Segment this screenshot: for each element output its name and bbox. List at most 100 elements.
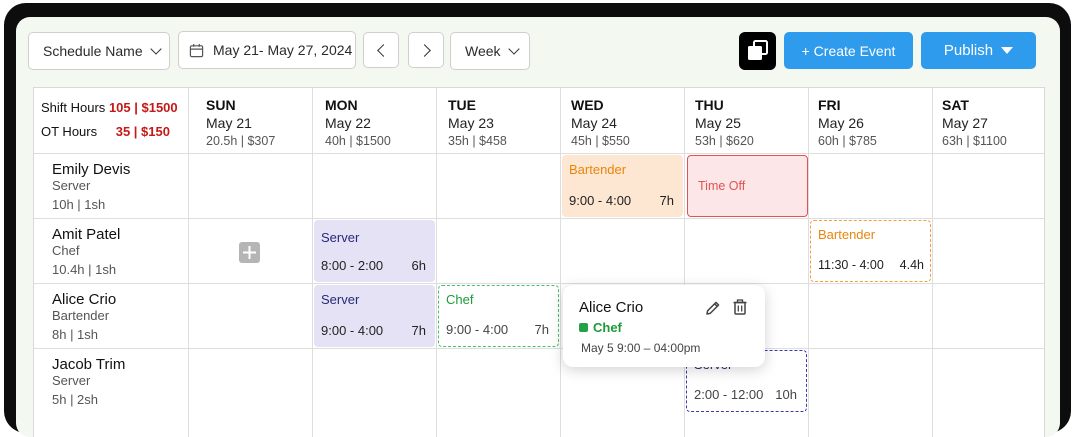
day-date: May 23 [448, 115, 494, 131]
day-header-sat: SAT May 27 63h | $1100 [942, 96, 1007, 150]
day-stats: 60h | $785 [818, 134, 877, 148]
employee-row-amit-patel[interactable]: Amit Patel Chef 10.4h | 1sh [52, 227, 120, 278]
time-off-label: Time Off [698, 179, 746, 193]
day-stats: 45h | $550 [571, 134, 630, 148]
schedule-grid: Shift Hours 105 | $1500 OT Hours 35 | $1… [33, 87, 1045, 437]
day-date: May 27 [942, 115, 988, 131]
chevron-right-icon [417, 43, 431, 57]
view-label: Week [465, 43, 501, 59]
chevron-left-icon [376, 43, 390, 57]
calendar-icon [189, 43, 204, 57]
shift-card-alice-mon[interactable]: Server 9:00 - 4:00 7h [314, 285, 435, 347]
employee-name: Emily Devis [52, 161, 131, 178]
next-week-button[interactable] [408, 32, 444, 68]
shift-time: 8:00 - 2:00 [321, 258, 384, 273]
day-date: May 25 [695, 115, 741, 131]
shift-time: 2:00 - 12:00 [694, 387, 764, 402]
shift-card-emily-wed[interactable]: Bartender 9:00 - 4:00 7h [562, 155, 683, 217]
role-color-dot [579, 323, 588, 332]
employee-hours: 8h | 1sh [52, 327, 99, 342]
day-date: May 24 [571, 115, 617, 131]
add-shift-button[interactable] [239, 242, 260, 263]
shift-card-amit-mon[interactable]: Server 8:00 - 2:00 6h [314, 220, 435, 282]
schedule-name-dropdown[interactable]: Schedule Name [28, 32, 170, 70]
day-stats: 53h | $620 [695, 134, 754, 148]
date-range-label: May 21- May 27, 2024 [213, 42, 353, 58]
shift-duration: 10h [775, 387, 797, 402]
shift-duration: 6h [411, 258, 426, 273]
popover-employee-name: Alice Crio [579, 299, 644, 316]
popover-time: May 5 9:00 – 04:00pm [581, 341, 701, 355]
shift-detail-popover: Alice Crio Chef May 5 9:00 – 04:00pm [563, 285, 765, 367]
popover-role-label: Chef [593, 320, 622, 335]
employee-role: Chef [52, 243, 80, 258]
shift-hours-label: Shift Hours [41, 100, 106, 115]
day-name: MON [325, 97, 358, 113]
employee-row-jacob-trim[interactable]: Jacob Trim Server 5h | 2sh [52, 357, 125, 408]
day-name: THU [695, 97, 724, 113]
day-header-wed: WED May 24 45h | $550 [571, 96, 630, 150]
shift-role: Server [321, 230, 360, 245]
shift-hours-value: 105 | $1500 [108, 100, 178, 115]
employee-row-emily-devis[interactable]: Emily Devis Server 10h | 1sh [52, 162, 130, 213]
day-stats: 40h | $1500 [325, 134, 391, 148]
shift-duration: 7h [411, 323, 426, 338]
view-dropdown[interactable]: Week [450, 32, 530, 70]
shift-card-amit-fri[interactable]: Bartender 11:30 - 4:00 4.4h [810, 220, 931, 282]
shift-time: 9:00 - 4:00 [321, 323, 384, 338]
publish-label: Publish [943, 42, 994, 59]
employee-hours: 10h | 1sh [52, 197, 106, 212]
day-name: WED [571, 97, 604, 113]
shift-card-alice-tue[interactable]: Chef 9:00 - 4:00 7h [438, 285, 559, 347]
app-screen: Schedule Name May 21- May 27, 2024 Week … [16, 17, 1060, 437]
employee-name: Alice Crio [52, 291, 117, 308]
day-stats: 35h | $458 [448, 134, 507, 148]
chevron-down-icon [507, 43, 520, 55]
shift-duration: 4.4h [899, 258, 924, 272]
day-header-sun: SUN May 21 20.5h | $307 [206, 96, 275, 150]
schedule-name-label: Schedule Name [43, 43, 143, 59]
employee-hours: 5h | 2sh [52, 392, 99, 407]
delete-trash-icon[interactable] [731, 298, 749, 316]
day-header-fri: FRI May 26 60h | $785 [818, 96, 877, 150]
shift-time: 9:00 - 4:00 [446, 322, 509, 337]
copy-icon [748, 40, 768, 60]
shift-role: Server [321, 292, 360, 307]
copy-button[interactable] [739, 32, 776, 70]
prev-week-button[interactable] [363, 32, 399, 68]
day-stats: 20.5h | $307 [206, 134, 276, 148]
caret-down-icon [1001, 46, 1014, 54]
shift-duration: 7h [534, 322, 549, 337]
shift-time: 11:30 - 4:00 [818, 258, 884, 272]
shift-duration: 7h [659, 193, 674, 208]
ot-hours-summary: OT Hours 35 | $150 [41, 124, 170, 139]
day-date: May 26 [818, 115, 864, 131]
shift-role: Bartender [818, 227, 876, 242]
employee-name: Jacob Trim [52, 356, 126, 373]
shift-hours-summary: Shift Hours 105 | $1500 [41, 100, 178, 115]
device-frame: Schedule Name May 21- May 27, 2024 Week … [4, 3, 1071, 437]
day-date: May 22 [325, 115, 371, 131]
employee-role: Bartender [52, 308, 110, 323]
day-name: TUE [448, 97, 476, 113]
popover-role: Chef [579, 320, 622, 335]
edit-pencil-icon[interactable] [704, 299, 722, 317]
employee-role: Server [52, 178, 91, 193]
shift-time: 9:00 - 4:00 [569, 193, 632, 208]
employee-row-alice-crio[interactable]: Alice Crio Bartender 8h | 1sh [52, 292, 116, 343]
date-range-picker[interactable]: May 21- May 27, 2024 [178, 31, 356, 69]
ot-hours-label: OT Hours [41, 124, 98, 139]
shift-role: Bartender [569, 162, 627, 177]
publish-button[interactable]: Publish [921, 32, 1036, 69]
create-event-label: + Create Event [801, 42, 896, 59]
employee-hours: 10.4h | 1sh [52, 262, 117, 277]
day-date: May 21 [206, 115, 252, 131]
employee-role: Server [52, 373, 91, 388]
day-header-thu: THU May 25 53h | $620 [695, 96, 754, 150]
chevron-down-icon [149, 43, 162, 55]
day-name: SUN [206, 97, 236, 113]
day-name: SAT [942, 97, 969, 113]
create-event-button[interactable]: + Create Event [784, 32, 913, 69]
time-off-card-emily-thu[interactable]: Time Off [687, 155, 808, 217]
day-stats: 63h | $1100 [942, 134, 1007, 148]
